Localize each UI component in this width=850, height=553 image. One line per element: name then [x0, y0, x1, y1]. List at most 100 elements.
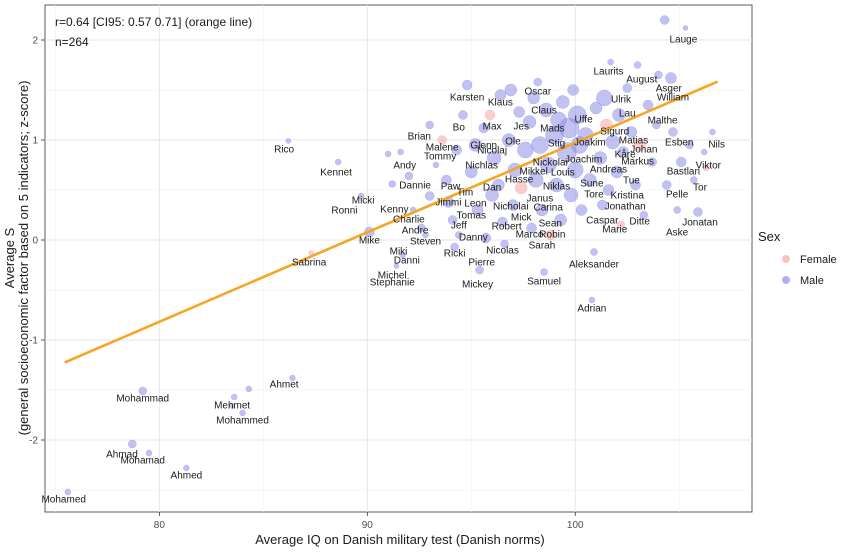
data-point: [289, 374, 296, 382]
data-point: [588, 296, 596, 304]
data-point: [668, 127, 678, 137]
point-label: Aske: [666, 228, 689, 239]
point-label: Sarah: [529, 241, 556, 252]
data-point: [665, 72, 677, 84]
data-point: [485, 188, 499, 202]
point-label: Bastlan: [667, 167, 700, 178]
data-point: [527, 91, 540, 105]
point-label: Karsten: [450, 93, 484, 104]
data-point: [447, 215, 458, 225]
legend-label-female: Female: [800, 254, 837, 266]
point-label: Tor: [693, 183, 708, 194]
point-label: Malthe: [648, 116, 678, 127]
point-label: Jimmi: [435, 198, 461, 209]
point-label: Tim: [457, 188, 473, 199]
point-label: Ditte: [629, 217, 650, 228]
point-label: Carina: [533, 203, 563, 214]
data-point: [568, 105, 587, 125]
point-label: Kristina: [611, 191, 645, 202]
legend: Sex Female Male: [758, 229, 837, 287]
point-label: Mohamad: [120, 456, 164, 467]
data-point: [685, 140, 694, 150]
data-point: [455, 231, 463, 239]
data-point: [597, 199, 608, 211]
data-point: [622, 83, 632, 93]
data-point: [64, 488, 72, 496]
data-point: [183, 464, 190, 472]
point-label: Niklas: [543, 182, 570, 193]
data-point: [589, 101, 603, 115]
legend-title: Sex: [758, 229, 781, 244]
data-point: [709, 128, 716, 136]
point-label: Michel: [378, 271, 407, 282]
point-label: Ahmed: [171, 471, 203, 482]
data-point: [583, 173, 597, 187]
data-point: [703, 164, 710, 172]
point-label: Jeff: [451, 221, 467, 232]
data-point: [605, 134, 620, 150]
data-point: [424, 191, 435, 201]
point-label: Rico: [274, 145, 294, 156]
data-point: [538, 102, 554, 118]
point-label: Mick: [511, 213, 533, 224]
data-point: [458, 110, 468, 120]
data-point: [230, 393, 238, 401]
legend-label-male: Male: [800, 275, 824, 287]
data-point: [602, 184, 615, 196]
point-label: Leon: [464, 199, 486, 210]
x-axis-ticks: 80 90 100: [154, 512, 584, 531]
y-tick-label: -1: [29, 336, 38, 347]
point-label: Mohammed: [216, 416, 269, 427]
point-label: Caspar: [586, 216, 619, 227]
point-label: Malene: [426, 143, 459, 154]
data-point: [404, 171, 414, 181]
data-point: [478, 122, 490, 134]
data-point: [531, 136, 549, 154]
point-label: Pierre: [468, 258, 495, 269]
data-point: [567, 84, 579, 96]
point-label: Sean: [539, 219, 562, 230]
correlation-annotation: r=0.64 [CI95: 0.57 0.71] (orange line): [55, 15, 252, 29]
point-label: Louis: [551, 168, 575, 179]
data-point: [393, 263, 400, 269]
data-point: [425, 120, 434, 130]
point-label: Tue: [623, 176, 640, 187]
point-label: Asger: [656, 84, 683, 95]
data-point: [554, 213, 567, 227]
data-point: [513, 106, 525, 118]
point-label: Andy: [393, 161, 416, 172]
point-label: Jes: [513, 122, 529, 133]
data-point: [596, 89, 613, 107]
point-label: Brian: [408, 132, 431, 143]
data-point: [539, 156, 557, 174]
point-label: Esben: [665, 138, 693, 149]
point-label: Marco: [516, 230, 544, 241]
data-point: [535, 203, 549, 217]
data-point: [690, 176, 698, 184]
data-point: [388, 180, 397, 188]
data-point: [239, 409, 246, 417]
data-point: [700, 148, 708, 156]
point-label: Mohamed: [41, 495, 85, 506]
point-label: Charlie: [393, 215, 425, 226]
y-tick-label: -2: [29, 436, 38, 447]
point-label: Sabrina: [292, 258, 327, 269]
point-label: Laurits: [594, 67, 624, 78]
data-point: [507, 199, 519, 211]
point-label: Klaus: [488, 98, 513, 109]
data-point: [682, 25, 689, 31]
point-label: Stig: [548, 139, 565, 150]
point-label: Kenny: [380, 205, 408, 216]
point-label: Sigurd: [600, 127, 629, 138]
x-tick-label: 90: [362, 520, 374, 531]
data-point: [556, 95, 570, 109]
point-label: Nils: [708, 140, 725, 151]
data-point: [652, 120, 661, 130]
data-point: [630, 179, 641, 191]
data-point: [633, 138, 646, 152]
data-point: [471, 204, 484, 216]
y-axis-subtitle: (general socioeconomic factor based on 5…: [16, 81, 31, 436]
data-point: [575, 204, 588, 216]
